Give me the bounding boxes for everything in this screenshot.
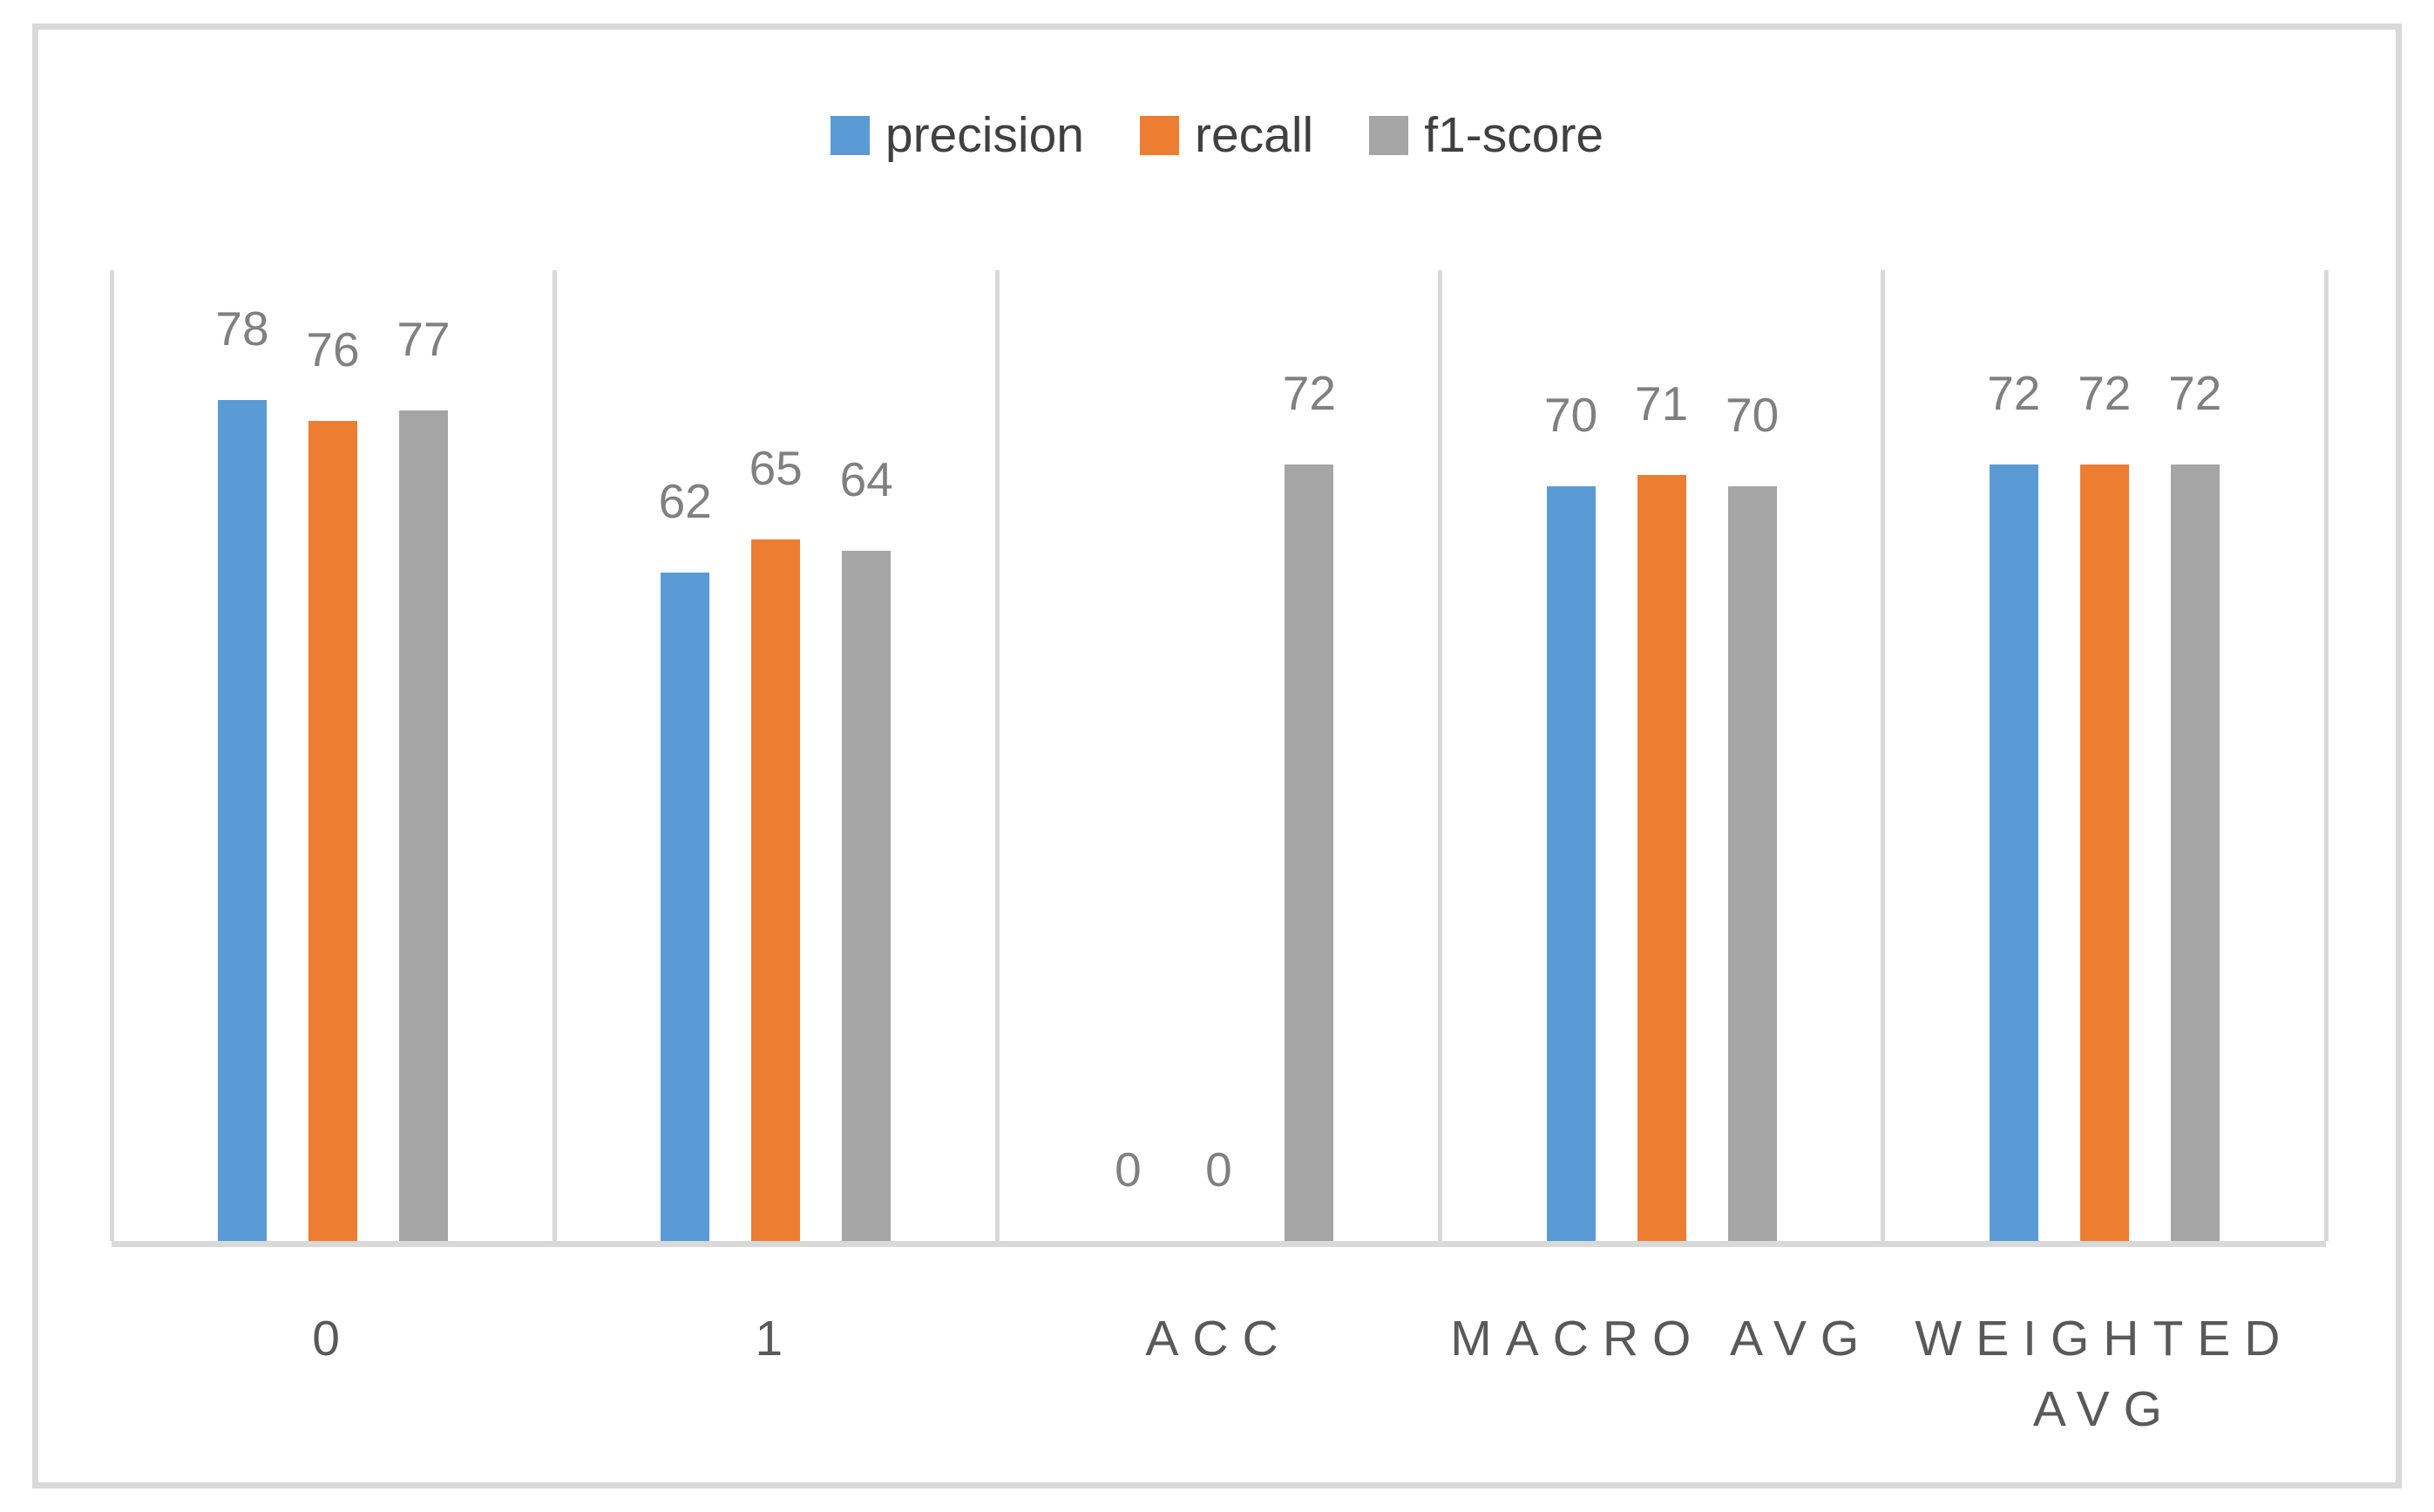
category-gridline: [1438, 270, 1443, 1241]
x-axis-label: ACC: [1145, 1311, 1292, 1366]
legend-label: precision: [885, 107, 1084, 163]
data-label: 64: [839, 451, 893, 506]
legend-item-f1-score: f1-score: [1369, 106, 1603, 164]
bar-precision-macro-avg: [1546, 485, 1596, 1241]
data-label: 71: [1635, 376, 1689, 431]
bar-f1-score-acc: [1285, 464, 1334, 1241]
bar-recall-1: [751, 539, 801, 1241]
data-label: 72: [1987, 365, 2041, 420]
data-label: 70: [1544, 387, 1598, 442]
data-label: 76: [306, 322, 360, 377]
bar-recall-macro-avg: [1637, 475, 1686, 1241]
data-label: 70: [1725, 387, 1780, 442]
data-label: 77: [397, 311, 451, 366]
x-axis-line: [112, 1241, 2326, 1247]
category-gridline: [2323, 270, 2329, 1241]
data-label: 65: [749, 441, 803, 496]
category-gridline: [109, 270, 114, 1241]
legend-label: recall: [1195, 107, 1314, 163]
data-label: 0: [1115, 1142, 1142, 1197]
bar-recall-0: [308, 421, 357, 1241]
plot-area: 78 76 77 0 62 65 64 1 0 0 72 ACC 70 71 70 MACRO AVG 72 72…: [109, 270, 2329, 1437]
x-axis-label: WEIGHTED AVG: [1915, 1311, 2295, 1437]
data-label: 72: [1282, 365, 1336, 420]
bar-precision-0: [218, 399, 267, 1241]
data-label: 62: [658, 473, 712, 528]
legend-swatch-precision: [830, 115, 870, 155]
bar-f1-score-weighted-avg: [2170, 464, 2220, 1241]
category-gridline: [1881, 270, 1886, 1241]
data-label: 78: [215, 301, 269, 356]
bar-f1-score-macro-avg: [1727, 485, 1777, 1241]
legend-label: f1-score: [1424, 107, 1604, 163]
bar-recall-weighted-avg: [2079, 464, 2129, 1241]
data-label: 72: [2168, 365, 2222, 420]
category-gridline: [994, 270, 1000, 1241]
legend-swatch-recall: [1140, 115, 1179, 155]
bar-f1-score-0: [399, 410, 448, 1241]
chart-frame: precision recall f1-score 78 76 77 0 62 65 64 1 0 0…: [32, 24, 2402, 1488]
x-axis-label: MACRO AVG: [1450, 1311, 1874, 1366]
legend-swatch-f1-score: [1369, 115, 1409, 155]
legend-item-recall: recall: [1140, 106, 1313, 164]
bar-f1-score-1: [842, 550, 892, 1241]
x-axis-label: 0: [312, 1311, 354, 1366]
bar-precision-weighted-avg: [1989, 464, 2038, 1241]
x-axis-label: 1: [755, 1311, 797, 1366]
legend-item-precision: precision: [830, 106, 1084, 164]
data-label: 72: [2078, 365, 2132, 420]
data-label: 0: [1205, 1142, 1232, 1197]
category-gridline: [552, 270, 557, 1241]
chart-legend: precision recall f1-score: [38, 106, 2396, 164]
bar-precision-1: [661, 572, 710, 1241]
